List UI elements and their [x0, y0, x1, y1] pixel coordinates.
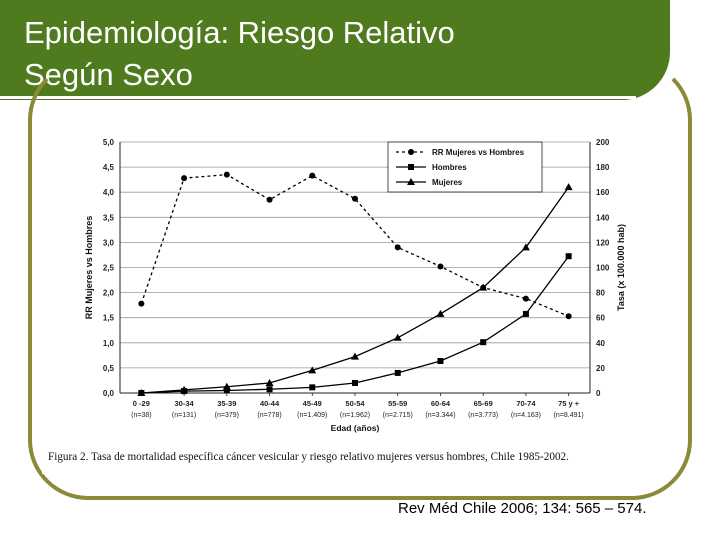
- y-right-tick-label: 0: [596, 389, 601, 398]
- y-left-tick-label: 4,0: [103, 188, 115, 197]
- y-left-tick-label: 2,0: [103, 289, 115, 298]
- x-tick-sample-size: (n=379): [215, 412, 239, 419]
- x-tick-label: 75 y +: [558, 399, 580, 408]
- point-mujeres: [351, 352, 359, 360]
- x-tick-label: 45-49: [303, 399, 322, 408]
- point-hombres: [309, 384, 316, 391]
- x-tick-sample-size: (n=131): [172, 412, 196, 419]
- y-right-tick-label: 120: [596, 238, 610, 247]
- point-mujeres: [265, 378, 274, 386]
- x-tick-sample-size: (n=3.344): [425, 412, 455, 419]
- point-mujeres: [393, 333, 402, 341]
- chart-figure: 0,0 0 0,5 20 1,0 40 1,5 60 2,0 80 2,5 100 3,0 120 3,5 1…: [42, 128, 676, 474]
- point-rr-mujeres-vs-hombres: [309, 172, 316, 179]
- citation: Rev Méd Chile 2006; 134: 565 – 574.: [398, 500, 647, 517]
- point-rr-mujeres-vs-hombres: [394, 244, 401, 251]
- point-mujeres: [137, 389, 146, 396]
- point-rr-mujeres-vs-hombres: [565, 313, 572, 320]
- point-hombres: [266, 386, 273, 393]
- x-tick-label: 40-44: [260, 399, 280, 408]
- point-rr-mujeres-vs-hombres: [138, 300, 145, 307]
- point-hombres: [223, 387, 230, 394]
- y-left-axis-title: RR Mujeres vs Hombres: [84, 216, 94, 320]
- series-layer: [137, 171, 573, 396]
- x-tick-sample-size: (n=4.163): [511, 412, 541, 419]
- y-right-axis-title: Tasa (x 100.000 hab): [616, 224, 626, 311]
- x-tick-label: 70-74: [516, 399, 536, 408]
- y-left-tick-label: 4,5: [103, 163, 115, 172]
- chart: 0,0 0 0,5 20 1,0 40 1,5 60 2,0 80 2,5 100 3,0 120 3,5 1…: [48, 138, 626, 463]
- point-mujeres: [180, 385, 189, 393]
- point-mujeres: [222, 382, 231, 390]
- point-rr-mujeres-vs-hombres: [181, 175, 188, 182]
- legend-label-mujeres: Mujeres: [432, 178, 463, 187]
- x-tick-sample-size: (n=1.409): [297, 412, 327, 419]
- point-rr-mujeres-vs-hombres: [352, 195, 358, 202]
- point-hombres: [394, 369, 401, 376]
- legend-marker-mujeres: [407, 178, 415, 185]
- point-mujeres: [436, 309, 445, 317]
- x-tick-label: 50-54: [345, 399, 365, 408]
- x-tick-label: 55-59: [388, 399, 407, 408]
- y-left-tick-label: 3,5: [103, 213, 115, 222]
- point-mujeres: [564, 183, 573, 191]
- y-left-tick-label: 5,0: [103, 138, 115, 147]
- axes: 0,0 0 0,5 20 1,0 40 1,5 60 2,0 80 2,5 100 3,0 120 3,5 1…: [103, 138, 610, 419]
- content-frame: [28, 60, 692, 500]
- y-right-tick-label: 60: [596, 314, 605, 323]
- x-tick-sample-size: (n=778): [257, 412, 281, 419]
- x-tick-label: 35-39: [217, 399, 236, 408]
- x-tick-label: 60-64: [431, 399, 451, 408]
- legend-label-hombres: Hombres: [432, 163, 467, 172]
- x-tick-sample-size: (n=38): [131, 412, 151, 419]
- x-tick-label: 0 -29: [133, 399, 150, 408]
- title-divider: [0, 96, 636, 99]
- point-rr-mujeres-vs-hombres: [437, 263, 444, 270]
- y-left-tick-label: 2,5: [103, 264, 115, 273]
- y-right-tick-label: 160: [596, 188, 610, 197]
- legend: RR Mujeres vs Hombres Hombres Mujeres: [387, 141, 543, 193]
- point-rr-mujeres-vs-hombres: [266, 196, 273, 203]
- point-mujeres: [308, 366, 317, 374]
- point-rr-mujeres-vs-hombres: [522, 295, 529, 302]
- legend-label-rr-mujeres-vs-hombres: RR Mujeres vs Hombres: [432, 148, 525, 157]
- x-tick-label: 65-69: [474, 399, 493, 408]
- y-right-tick-label: 200: [596, 138, 610, 147]
- y-right-tick-label: 140: [596, 213, 610, 222]
- y-right-tick-label: 80: [596, 289, 605, 298]
- x-tick-sample-size: (n=3.773): [468, 412, 498, 419]
- point-mujeres: [479, 283, 488, 291]
- y-left-tick-label: 0,0: [103, 389, 115, 398]
- labels: Edad (años) RR Mujeres vs Hombres Tasa (x …: [48, 216, 626, 463]
- point-hombres: [480, 339, 487, 346]
- y-right-tick-label: 180: [596, 163, 610, 172]
- x-tick-sample-size: (n=1.962): [340, 412, 370, 419]
- point-hombres: [352, 379, 358, 386]
- series-line-hombres: [141, 255, 570, 394]
- y-left-tick-label: 1,0: [103, 339, 115, 348]
- x-tick-sample-size: (n=2.715): [383, 412, 413, 419]
- legend-marker-hombres: [408, 164, 414, 170]
- series-line-mujeres: [141, 186, 570, 394]
- point-hombres: [522, 310, 529, 317]
- y-left-tick-label: 3,0: [103, 238, 115, 247]
- y-left-tick-label: 0,5: [103, 364, 115, 373]
- x-tick-label: 30-34: [174, 399, 194, 408]
- legend-marker-rr-mujeres-vs-hombres: [408, 149, 414, 155]
- figure-caption: Figura 2. Tasa de mortalidad específica …: [48, 451, 569, 463]
- point-hombres: [437, 357, 444, 364]
- x-axis-title: Edad (años): [331, 423, 380, 433]
- point-hombres: [565, 253, 572, 260]
- x-tick-sample-size: (n=8.491): [554, 412, 584, 419]
- y-right-tick-label: 20: [596, 364, 605, 373]
- point-mujeres: [521, 243, 530, 251]
- y-right-tick-label: 100: [596, 264, 610, 273]
- y-left-tick-label: 1,5: [103, 314, 115, 323]
- y-right-tick-label: 40: [596, 339, 605, 348]
- point-rr-mujeres-vs-hombres: [223, 171, 230, 178]
